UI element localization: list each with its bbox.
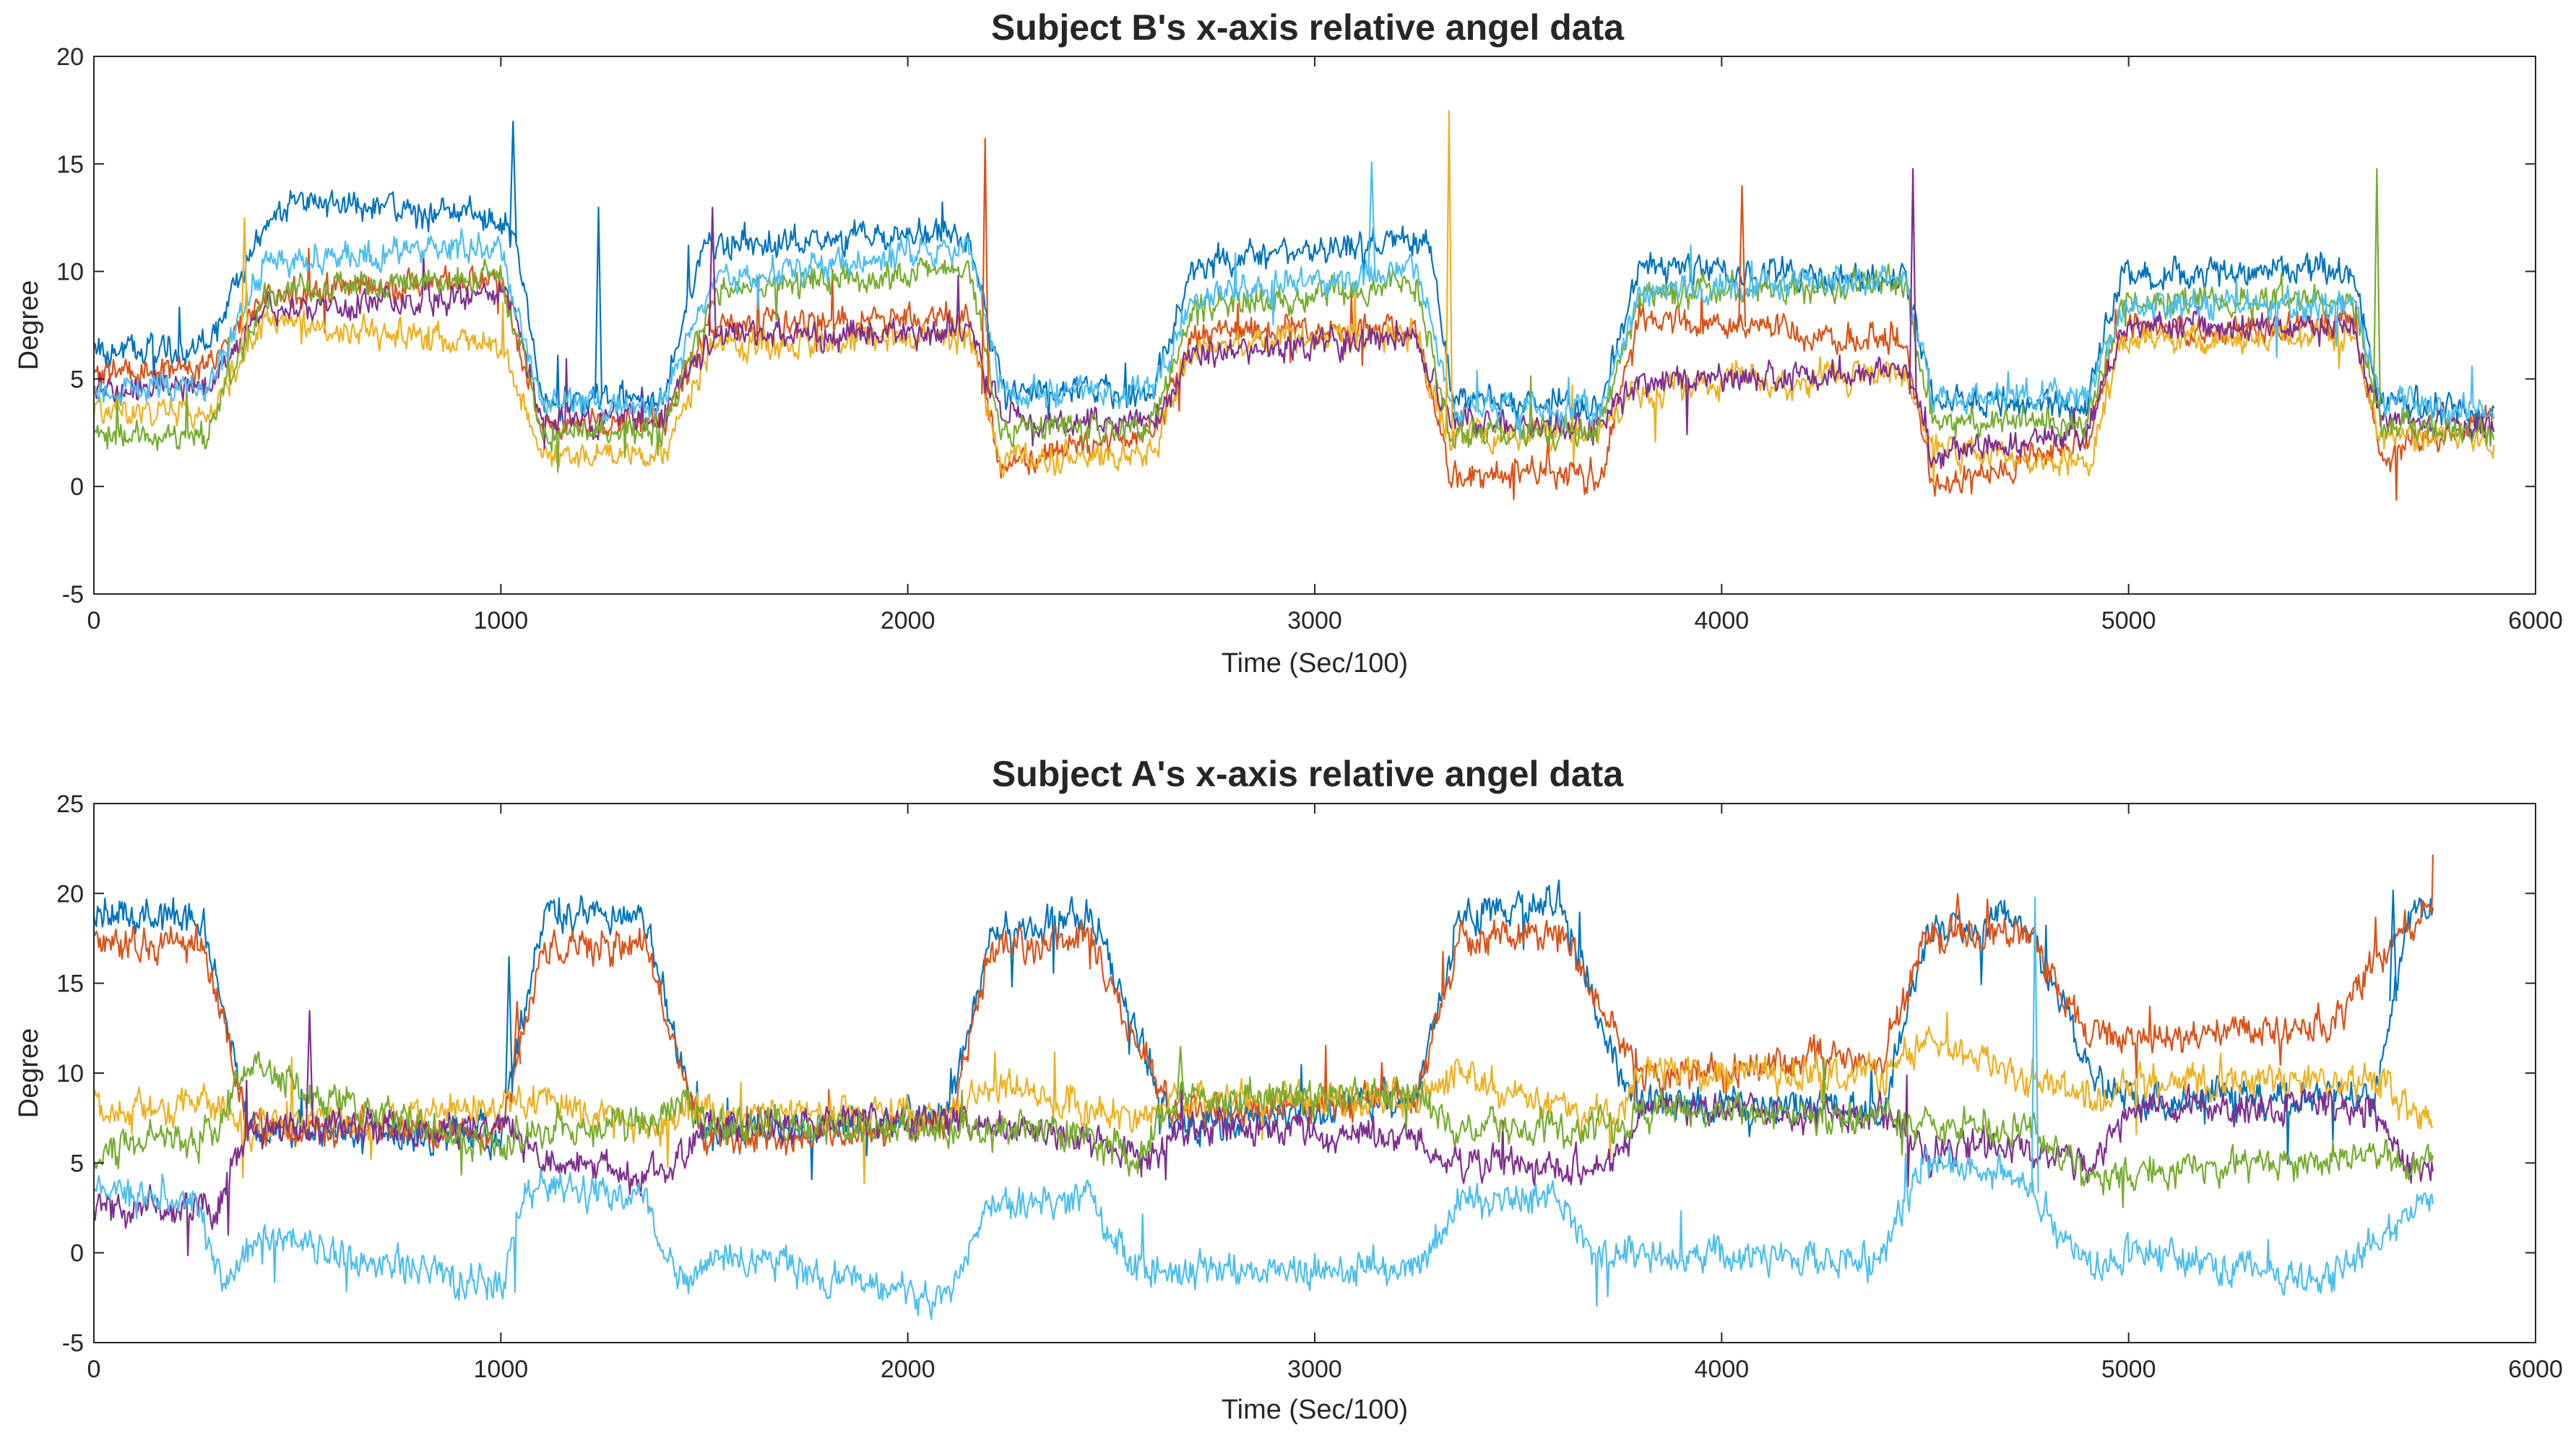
x-tick-label: 2000 (881, 1356, 935, 1383)
x-tick-label: 6000 (2508, 1356, 2563, 1383)
y-axis-label: Degree (14, 280, 44, 371)
spike-mark (2372, 168, 2381, 405)
spike-mark (1909, 168, 1917, 395)
y-tick-label: 20 (56, 43, 84, 71)
series-line-3 (94, 286, 2495, 486)
y-axis-label: Degree (14, 1028, 44, 1119)
x-axis-label: Time (Sec/100) (1222, 648, 1408, 679)
spike-mark (594, 207, 603, 399)
series-line-6 (94, 1145, 2434, 1320)
chart-subject-b: Subject B's x-axis relative angel data 0… (14, 7, 2563, 679)
y-tick-label: 15 (56, 970, 84, 998)
x-tick-label: 5000 (2101, 607, 2156, 634)
chart-subject-a: Subject A's x-axis relative angel data 0… (14, 754, 2563, 1425)
spike-mark (1176, 1046, 1185, 1100)
series-layer (94, 854, 2434, 1320)
series-layer (94, 110, 2495, 501)
series-line-2 (94, 247, 2495, 501)
spike-mark (513, 1001, 522, 1064)
series-line-1 (94, 189, 2495, 434)
series-line-4 (94, 253, 2495, 470)
x-axis-label: Time (Sec/100) (1222, 1395, 1408, 1425)
x-tick-label: 1000 (474, 607, 529, 634)
series-line-5 (94, 257, 2495, 473)
x-tick-label: 4000 (1695, 607, 1750, 634)
x-tick-label: 4000 (1695, 1356, 1750, 1383)
spike-mark (2031, 897, 2039, 1193)
spike-mark (1737, 185, 1747, 327)
spike-mark (708, 207, 717, 336)
spike-mark (305, 1009, 314, 1127)
x-tick-label: 0 (87, 607, 101, 634)
y-tick-label: 0 (70, 1240, 84, 1267)
series-line-6 (94, 228, 2495, 441)
spike-mark (509, 121, 517, 242)
spike-mark (1445, 110, 1453, 439)
y-tick-label: -5 (62, 581, 84, 608)
series-line-5 (94, 1051, 2434, 1208)
x-tick-label: 3000 (1287, 1356, 1342, 1383)
y-tick-label: 10 (56, 259, 84, 286)
y-tick-label: 10 (56, 1060, 84, 1088)
spike-mark (981, 138, 990, 395)
y-tick-label: 0 (70, 473, 84, 501)
x-tick-label: 5000 (2101, 1356, 2156, 1383)
x-tick-label: 1000 (474, 1356, 529, 1383)
spike-mark (1953, 893, 1962, 937)
chart-title: Subject B's x-axis relative angel data (991, 7, 1625, 48)
spike-mark (2389, 890, 2398, 1002)
y-tick-label: 5 (70, 366, 84, 393)
x-tick-label: 3000 (1287, 607, 1342, 634)
x-tick-label: 0 (87, 1356, 101, 1383)
spike-mark (1363, 1082, 1372, 1101)
y-tick-label: 15 (56, 151, 84, 178)
x-tick-label: 2000 (881, 607, 935, 634)
y-tick-label: 25 (56, 791, 84, 818)
y-tick-label: -5 (62, 1330, 84, 1357)
y-tick-label: 5 (70, 1150, 84, 1177)
x-tick-label: 6000 (2508, 607, 2563, 634)
spike-mark (504, 956, 514, 1093)
chart-title: Subject A's x-axis relative angel data (992, 754, 1624, 794)
spike-mark (1367, 161, 1376, 274)
y-tick-label: 20 (56, 880, 84, 908)
spike-mark (240, 218, 249, 353)
